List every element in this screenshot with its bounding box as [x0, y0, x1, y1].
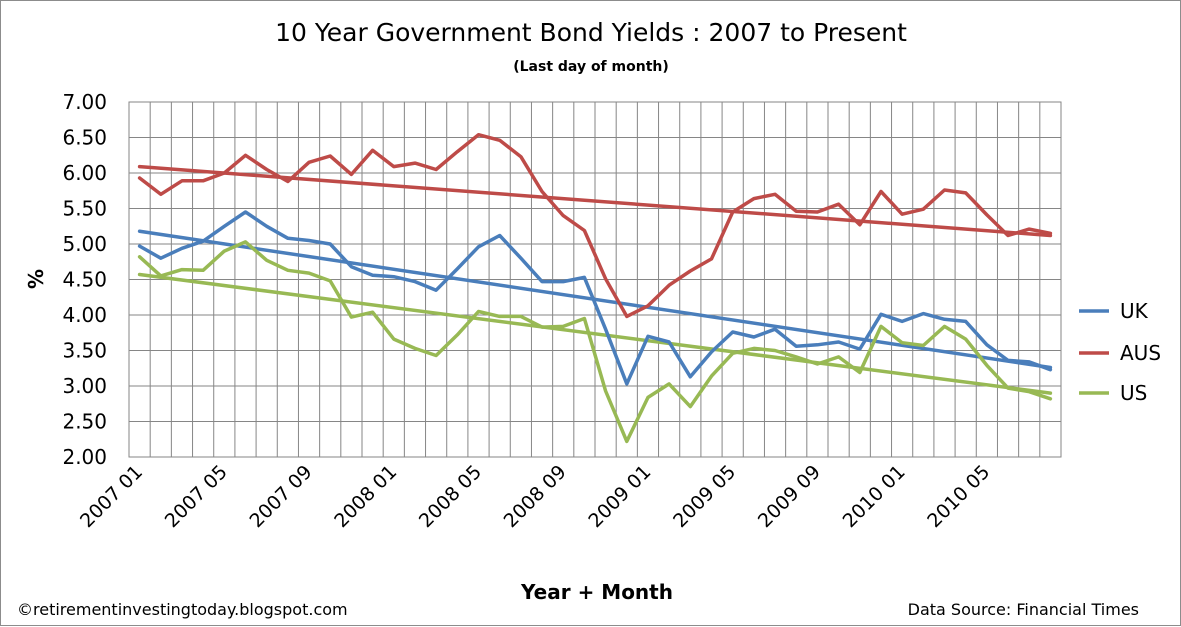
legend-label-uk: UK [1120, 299, 1149, 323]
y-tick-label: 3.50 [62, 339, 107, 363]
series-line-us [137, 240, 1053, 444]
y-axis-label: % [24, 269, 48, 289]
trendline-us [137, 272, 1053, 395]
y-tick-label: 5.00 [62, 232, 107, 256]
x-tick-label: 2010 05 [923, 461, 994, 532]
x-tick-label: 2007 09 [245, 461, 316, 532]
legend-label-us: US [1120, 381, 1147, 405]
y-tick-label: 4.00 [62, 303, 107, 327]
gridlines [128, 101, 1062, 458]
x-tick-label: 2009 05 [669, 461, 740, 532]
plot-area-border [128, 101, 1062, 458]
y-tick-label: 2.50 [62, 410, 107, 434]
y-tick-label: 6.50 [62, 126, 107, 150]
y-tick-label: 3.00 [62, 374, 107, 398]
chart-subtitle: (Last day of month) [513, 59, 669, 75]
footer-source: Data Source: Financial Times [908, 600, 1139, 619]
x-tick-labels: 2007 01 2007 05 2007 09 2008 01 2008 05 2008 … [76, 461, 994, 532]
legend: UK AUS US [1079, 299, 1161, 405]
legend-label-aus: AUS [1120, 341, 1161, 365]
x-tick-label: 2008 09 [500, 461, 571, 532]
x-axis-label: Year + Month [520, 580, 673, 604]
x-tick-label: 2008 01 [330, 461, 401, 532]
footer-credit: ©retirementinvestingtoday.blogspot.com [17, 600, 348, 619]
x-tick-label: 2007 05 [161, 461, 232, 532]
x-tick-label: 2008 05 [415, 461, 486, 532]
y-tick-label: 6.00 [62, 161, 107, 185]
series-line-uk [137, 210, 1053, 386]
series-lines [137, 132, 1053, 444]
y-tick-label: 5.50 [62, 197, 107, 221]
series-line-aus [137, 132, 1053, 319]
x-tick-label: 2009 09 [754, 461, 825, 532]
y-tick-labels: 7.00 6.50 6.00 5.50 5.00 4.50 4.00 3.50 3.00 2.50… [62, 90, 107, 469]
y-tick-label: 7.00 [62, 90, 107, 114]
x-tick-label: 2007 01 [76, 461, 147, 532]
y-tick-label: 2.00 [62, 445, 107, 469]
y-tick-label: 4.50 [62, 268, 107, 292]
x-tick-label: 2009 01 [584, 461, 655, 532]
x-tick-label: 2010 01 [839, 461, 910, 532]
chart-title: 10 Year Government Bond Yields : 2007 to… [275, 18, 907, 47]
